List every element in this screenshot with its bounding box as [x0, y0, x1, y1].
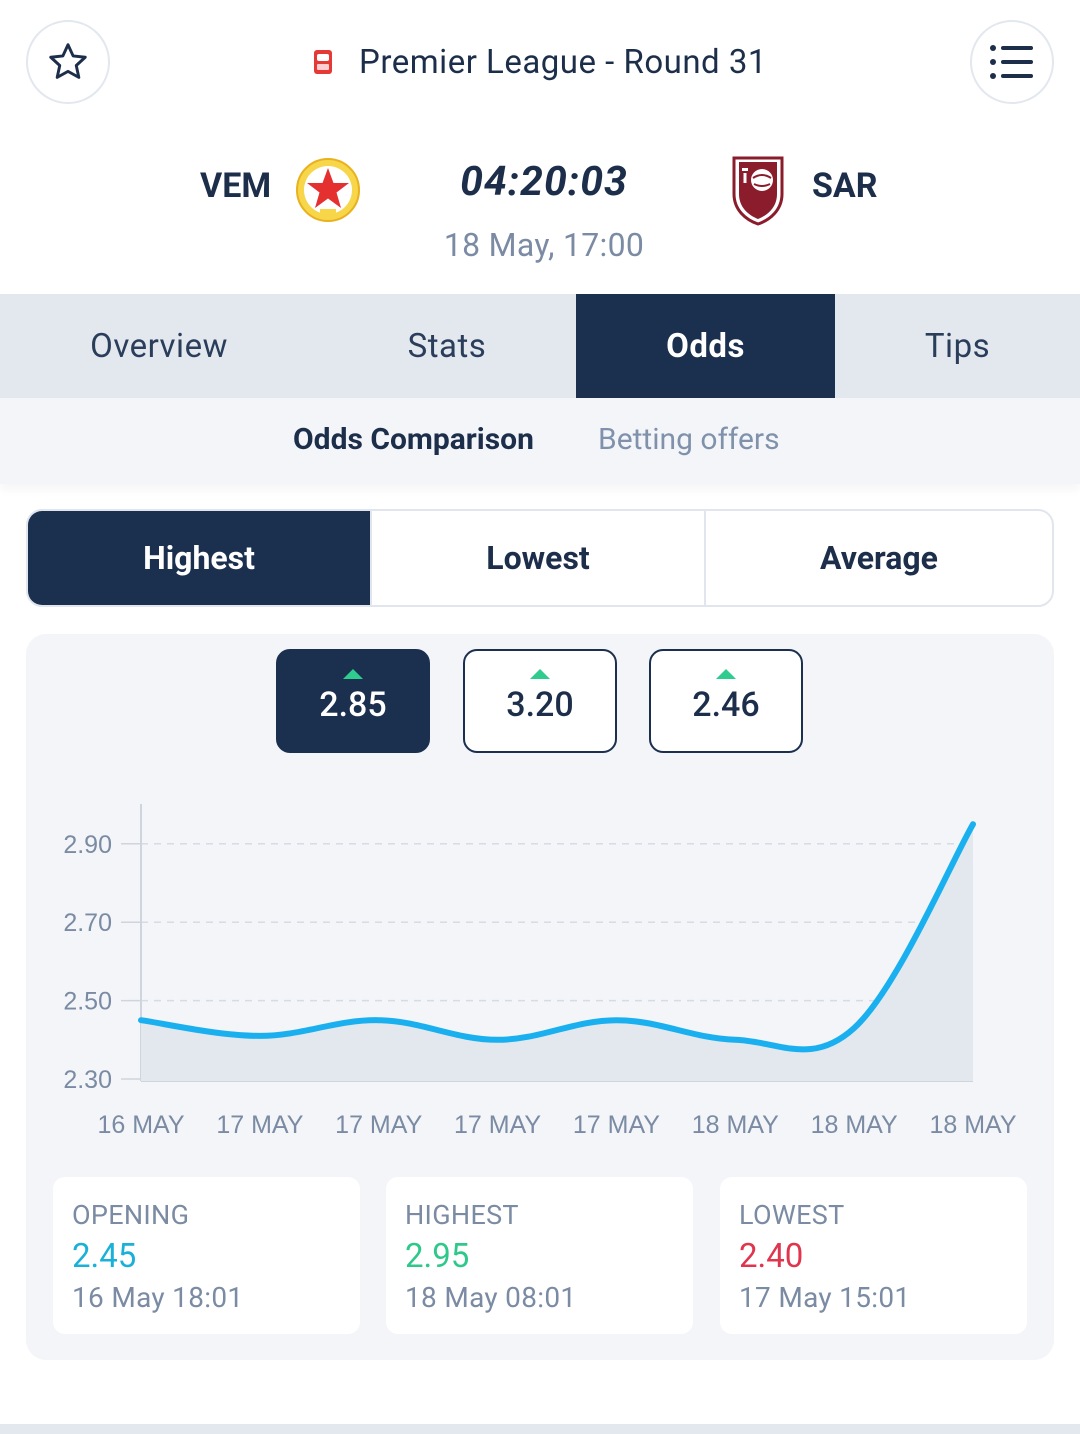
odds-history-chart: 2.90 2.70 2.50 2.30 16 MAY 17 MAY 17 MAY 17 MAY… — [63, 804, 1017, 1139]
stat-label: HIGHEST — [405, 1199, 519, 1231]
y-tick-label: 2.70 — [63, 909, 112, 937]
league-title: Premier League - Round 31 — [359, 42, 767, 82]
segment-lowest[interactable]: Lowest — [486, 539, 590, 577]
odds-value: 3.20 — [506, 685, 574, 725]
y-tick-label: 2.50 — [63, 988, 112, 1016]
odds-value: 2.46 — [692, 685, 760, 725]
stat-time: 16 May 18:01 — [72, 1281, 244, 1314]
odds-home-button[interactable]: 2.85 — [276, 649, 430, 753]
league-header: Premier League - Round 31 — [0, 38, 1080, 86]
stat-value: 2.95 — [405, 1237, 470, 1276]
odds-type-segmented-control: Highest Lowest Average — [26, 509, 1054, 607]
stat-time: 17 May 15:01 — [739, 1281, 911, 1314]
home-team-crest-icon[interactable] — [294, 154, 362, 226]
odds-draw-button[interactable]: 3.20 — [463, 649, 617, 753]
series-area — [141, 824, 973, 1081]
x-tick-label: 18 MAY — [929, 1111, 1016, 1139]
trend-up-icon — [530, 669, 550, 679]
stat-time: 18 May 08:01 — [405, 1281, 577, 1314]
x-tick-label: 17 MAY — [573, 1111, 660, 1139]
stat-value: 2.40 — [739, 1237, 804, 1276]
stat-opening-card: OPENING 2.45 16 May 18:01 — [53, 1177, 360, 1334]
tab-odds[interactable]: Odds — [576, 294, 835, 398]
segment-highest[interactable]: Highest — [28, 511, 370, 605]
segment-divider — [704, 511, 706, 605]
odds-away-button[interactable]: 2.46 — [649, 649, 803, 753]
stat-value: 2.45 — [72, 1237, 137, 1276]
x-tick-label: 17 MAY — [216, 1111, 303, 1139]
list-menu-icon — [990, 45, 1033, 79]
x-tick-label: 16 MAY — [97, 1111, 184, 1139]
stat-lowest-card: LOWEST 2.40 17 May 15:01 — [720, 1177, 1027, 1334]
away-team-code[interactable]: SAR — [812, 166, 878, 206]
match-countdown: 04:20:03 — [460, 158, 628, 206]
menu-button[interactable] — [970, 20, 1054, 104]
home-team-code[interactable]: VEM — [200, 166, 272, 206]
x-tick-label: 18 MAY — [811, 1111, 898, 1139]
match-info: VEM 04:20:03 18 May, 17:00 SAR — [0, 140, 1080, 280]
odds-value: 2.85 — [319, 685, 387, 725]
tab-stats[interactable]: Stats — [407, 326, 487, 366]
segment-average[interactable]: Average — [820, 539, 938, 577]
match-tabs: Overview Stats Odds Tips — [0, 294, 1080, 398]
stat-label: LOWEST — [739, 1199, 845, 1231]
bottom-divider — [0, 1424, 1080, 1434]
tab-overview[interactable]: Overview — [90, 326, 228, 366]
x-tick-label: 17 MAY — [335, 1111, 422, 1139]
trend-up-icon — [716, 669, 736, 679]
subtab-betting-offers[interactable]: Betting offers — [598, 422, 780, 457]
odds-subtabs: Odds Comparison Betting offers — [0, 398, 1080, 484]
favorite-button[interactable] — [26, 20, 110, 104]
x-tick-label: 17 MAY — [454, 1111, 541, 1139]
y-tick-label: 2.90 — [63, 831, 112, 859]
x-tick-label: 18 MAY — [692, 1111, 779, 1139]
subtab-odds-comparison[interactable]: Odds Comparison — [293, 422, 534, 457]
star-icon — [49, 43, 87, 79]
segment-divider — [370, 511, 372, 605]
stat-label: OPENING — [72, 1199, 190, 1231]
series-line — [138, 821, 976, 1053]
stat-highest-card: HIGHEST 2.95 18 May 08:01 — [386, 1177, 693, 1334]
odds-chart-card: 2.85 3.20 2.46 2.90 2.70 2.50 2.30 16 MAY 17 … — [26, 634, 1054, 1360]
kickoff-time: 18 May, 17:00 — [443, 226, 645, 264]
league-logo-icon — [314, 50, 333, 74]
tab-tips[interactable]: Tips — [924, 326, 991, 366]
y-tick-label: 2.30 — [63, 1066, 112, 1094]
away-team-crest-icon[interactable] — [724, 154, 792, 226]
trend-up-icon — [343, 669, 363, 679]
